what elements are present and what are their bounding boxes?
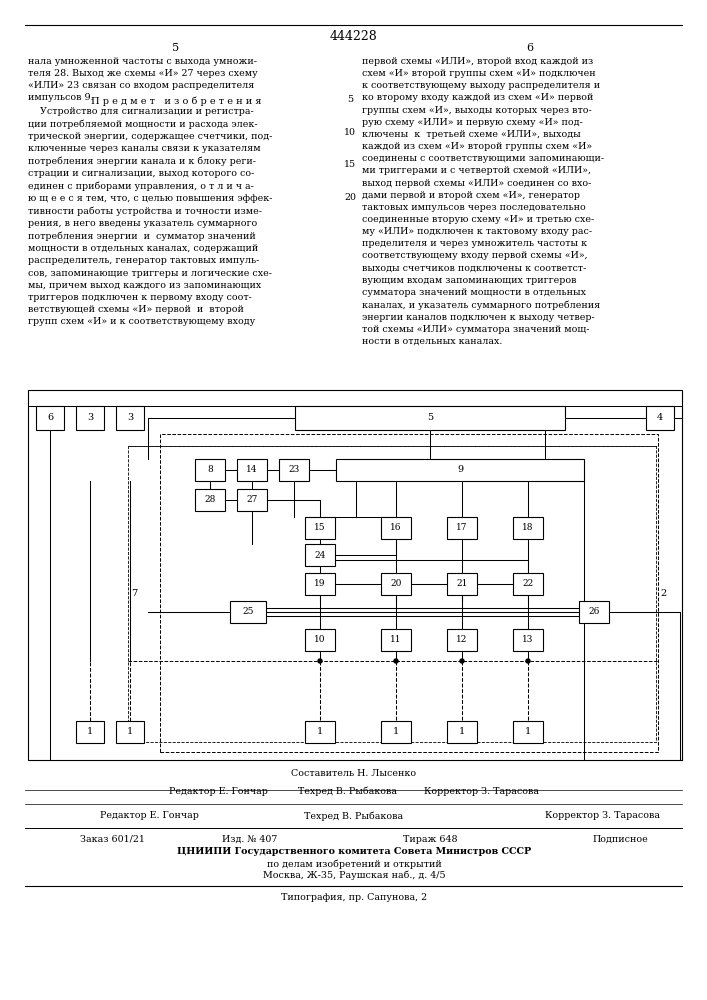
Bar	[76, 406, 104, 430]
Text: 7: 7	[131, 589, 137, 598]
Text: 16: 16	[390, 524, 402, 532]
Text: 5: 5	[427, 414, 433, 422]
Text: 27: 27	[246, 495, 257, 504]
Text: 8: 8	[207, 466, 213, 475]
Bar	[447, 721, 477, 743]
Text: 17: 17	[456, 524, 468, 532]
Text: Тираж 648: Тираж 648	[403, 834, 457, 844]
Text: 6: 6	[47, 414, 53, 422]
Bar	[305, 721, 335, 743]
Bar	[447, 573, 477, 595]
Bar	[381, 517, 411, 539]
Text: 2: 2	[660, 588, 666, 597]
Text: 14: 14	[246, 466, 258, 475]
Text: 11: 11	[390, 636, 402, 645]
Bar	[381, 573, 411, 595]
Text: 5: 5	[347, 95, 353, 104]
Text: П р е д м е т   и з о б р е т е н и я: П р е д м е т и з о б р е т е н и я	[90, 96, 262, 105]
Bar	[381, 629, 411, 651]
Text: Техред В. Рыбакова: Техред В. Рыбакова	[305, 811, 404, 821]
Text: 1: 1	[87, 728, 93, 736]
Text: 20: 20	[344, 193, 356, 202]
Text: 12: 12	[456, 636, 468, 645]
Text: по делам изобретений и открытий: по делам изобретений и открытий	[267, 859, 441, 869]
Text: 13: 13	[522, 636, 534, 645]
Text: первой схемы «ИЛИ», второй вход каждой из
схем «И» второй группы схем «И» подклю: первой схемы «ИЛИ», второй вход каждой и…	[362, 57, 604, 346]
Text: 18: 18	[522, 524, 534, 532]
Text: 28: 28	[204, 495, 216, 504]
Bar	[381, 721, 411, 743]
Text: 24: 24	[315, 550, 326, 560]
Text: 3: 3	[127, 414, 133, 422]
Text: 25: 25	[243, 607, 254, 616]
Text: 1: 1	[317, 728, 323, 736]
Bar	[646, 406, 674, 430]
Text: Устройство для сигнализации и регистра-
ции потребляемой мощности и расхода элек: Устройство для сигнализации и регистра- …	[28, 107, 272, 326]
Text: 1: 1	[459, 728, 465, 736]
Bar	[116, 721, 144, 743]
Text: Изд. № 407: Изд. № 407	[222, 834, 278, 844]
Bar	[36, 406, 64, 430]
Text: ЦНИИПИ Государственного комитета Совета Министров СССР: ЦНИИПИ Государственного комитета Совета …	[177, 848, 531, 856]
Bar	[336, 459, 584, 481]
Bar	[513, 517, 543, 539]
Text: 15: 15	[344, 160, 356, 169]
Bar	[279, 459, 309, 481]
Text: 1: 1	[525, 728, 531, 736]
Bar	[305, 517, 335, 539]
Text: 10: 10	[344, 128, 356, 137]
Text: 3: 3	[87, 414, 93, 422]
Text: Москва, Ж-35, Раушская наб., д. 4/5: Москва, Ж-35, Раушская наб., д. 4/5	[263, 870, 445, 880]
Circle shape	[318, 659, 322, 663]
Circle shape	[460, 659, 464, 663]
Text: 19: 19	[314, 580, 326, 588]
Bar	[513, 721, 543, 743]
Bar	[160, 434, 658, 752]
Text: 444228: 444228	[330, 30, 378, 43]
Text: Типография, пр. Сапунова, 2: Типография, пр. Сапунова, 2	[281, 894, 427, 902]
Bar	[295, 406, 565, 430]
Bar	[76, 721, 104, 743]
Text: Редактор Е. Гончар          Техред В. Рыбакова         Корректор З. Тарасова: Редактор Е. Гончар Техред В. Рыбакова Ко…	[169, 786, 539, 796]
Bar	[237, 489, 267, 511]
Bar	[579, 601, 609, 623]
Bar	[28, 390, 682, 760]
Bar	[128, 446, 656, 742]
Bar	[447, 629, 477, 651]
Bar	[305, 544, 335, 566]
Bar	[195, 459, 225, 481]
Text: 9: 9	[457, 466, 463, 475]
Text: 5: 5	[173, 43, 180, 53]
Text: Редактор Е. Гончар: Редактор Е. Гончар	[100, 812, 199, 820]
Bar	[116, 406, 144, 430]
Circle shape	[526, 659, 530, 663]
Text: Составитель Н. Лысенко: Составитель Н. Лысенко	[291, 770, 416, 778]
Bar	[513, 573, 543, 595]
Bar	[513, 629, 543, 651]
Text: Подписное: Подписное	[592, 834, 648, 844]
Text: 10: 10	[314, 636, 326, 645]
Text: 4: 4	[657, 414, 663, 422]
Bar	[195, 489, 225, 511]
Bar	[447, 517, 477, 539]
Text: Корректор З. Тарасова: Корректор З. Тарасова	[545, 812, 660, 820]
Bar	[230, 601, 266, 623]
Text: Заказ 601/21: Заказ 601/21	[80, 834, 145, 844]
Text: 21: 21	[456, 580, 468, 588]
Text: 23: 23	[288, 466, 300, 475]
Bar	[237, 459, 267, 481]
Text: 1: 1	[127, 728, 133, 736]
Text: нала умноженной частоты с выхода умножи-
теля 28. Выход же схемы «И» 27 через сх: нала умноженной частоты с выхода умножи-…	[28, 57, 258, 102]
Text: 26: 26	[588, 607, 600, 616]
Text: 6: 6	[527, 43, 534, 53]
Text: 15: 15	[314, 524, 326, 532]
Bar	[305, 629, 335, 651]
Text: 20: 20	[390, 580, 402, 588]
Circle shape	[394, 659, 398, 663]
Text: 22: 22	[522, 580, 534, 588]
Text: 1: 1	[393, 728, 399, 736]
Bar	[305, 573, 335, 595]
